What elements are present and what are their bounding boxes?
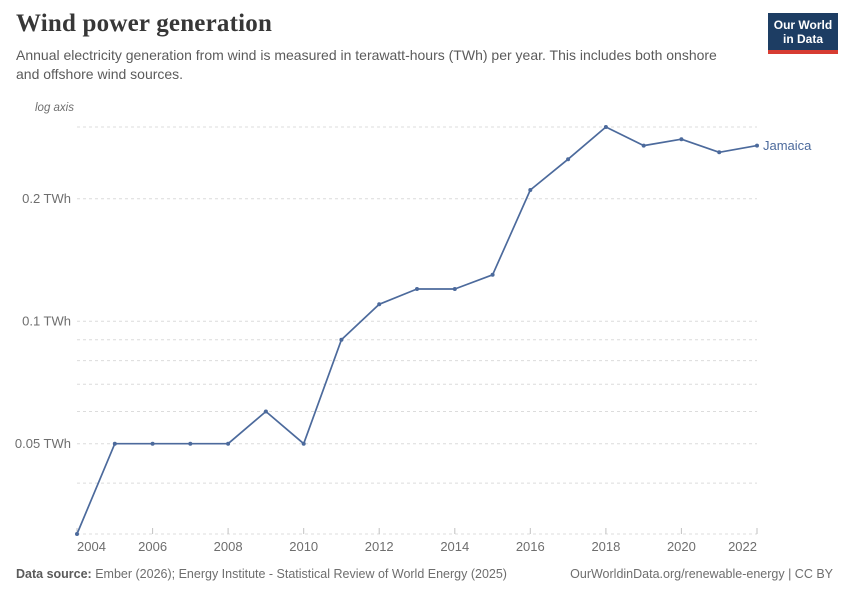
data-source-text: Ember (2026); Energy Institute - Statist…	[95, 567, 507, 581]
x-axis-label: 2012	[365, 539, 394, 554]
data-point	[263, 409, 268, 414]
x-axis-label: 2014	[440, 539, 469, 554]
data-point	[641, 143, 646, 148]
data-point	[188, 441, 193, 446]
data-point	[528, 188, 533, 192]
x-axis-label: 2018	[591, 539, 620, 554]
data-point	[603, 125, 608, 129]
data-point	[339, 337, 344, 342]
data-point	[452, 287, 457, 291]
x-axis-label: 2020	[667, 539, 696, 554]
data-point	[301, 441, 306, 446]
data-source-label: Data source:	[16, 567, 92, 581]
data-point	[566, 157, 571, 162]
x-axis-label: 2022	[728, 539, 757, 554]
y-axis-label: 0.2 TWh	[22, 191, 71, 206]
y-axis-label: 0.05 TWh	[15, 436, 71, 451]
data-point	[679, 137, 684, 142]
series-line-jamaica	[76, 126, 758, 535]
x-axis-label: 2016	[516, 539, 545, 554]
x-axis-label: 2008	[214, 539, 243, 554]
data-point	[226, 441, 231, 446]
data-point	[755, 143, 759, 148]
data-point	[150, 441, 155, 446]
data-point	[377, 302, 382, 307]
owid-logo-line2: in Data	[782, 32, 823, 46]
owid-logo-line1: Our World	[773, 18, 833, 32]
chart-subtitle: Annual electricity generation from wind …	[16, 47, 717, 82]
series-entity-label[interactable]: Jamaica	[763, 138, 812, 153]
chart-footer: Data source: Ember (2026); Energy Instit…	[0, 567, 850, 581]
x-axis-label: 2010	[289, 539, 318, 554]
data-point	[717, 150, 722, 155]
data-point	[112, 441, 117, 446]
data-point	[490, 272, 495, 277]
data-point	[75, 532, 79, 536]
footer-link[interactable]: OurWorldinData.org/renewable-energy | CC…	[570, 567, 833, 581]
y-axis-label: 0.1 TWh	[22, 314, 71, 329]
log-axis-note: log axis	[35, 102, 74, 114]
line-chart: 0.05 TWh 0.1 TWh 0.2 TWh 2004 2006 2008 2010 20…	[15, 125, 812, 554]
x-axis-label: 2006	[138, 539, 167, 554]
data-source: Data source: Ember (2026); Energy Instit…	[16, 567, 507, 581]
page-title: Wind power generation	[16, 10, 273, 37]
owid-logo: Our World in Data	[768, 13, 838, 54]
data-point	[415, 287, 419, 291]
x-axis-label: 2004	[77, 539, 106, 554]
